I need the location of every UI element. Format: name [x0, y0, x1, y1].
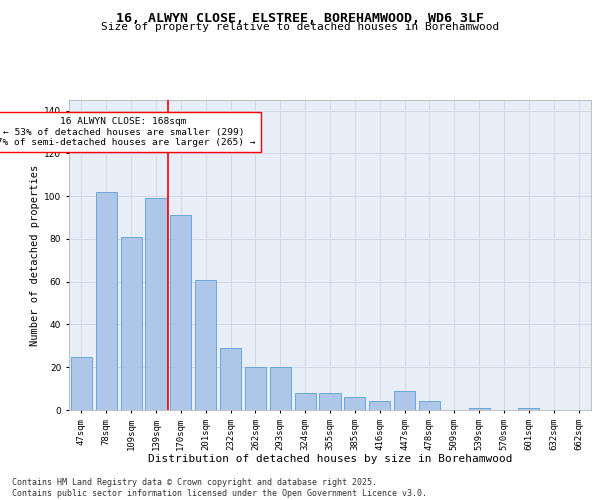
Bar [518, 408, 539, 410]
Bar [71, 356, 92, 410]
Text: Contains HM Land Registry data © Crown copyright and database right 2025.
Contai: Contains HM Land Registry data © Crown c… [12, 478, 427, 498]
Bar [469, 408, 490, 410]
Bar [394, 391, 415, 410]
Text: Size of property relative to detached houses in Borehamwood: Size of property relative to detached ho… [101, 22, 499, 32]
Text: 16 ALWYN CLOSE: 168sqm
← 53% of detached houses are smaller (299)
47% of semi-de: 16 ALWYN CLOSE: 168sqm ← 53% of detached… [0, 117, 256, 147]
Bar [245, 367, 266, 410]
Y-axis label: Number of detached properties: Number of detached properties [30, 164, 40, 346]
Bar [121, 237, 142, 410]
Bar [220, 348, 241, 410]
X-axis label: Distribution of detached houses by size in Borehamwood: Distribution of detached houses by size … [148, 454, 512, 464]
Bar [369, 402, 390, 410]
Text: 16, ALWYN CLOSE, ELSTREE, BOREHAMWOOD, WD6 3LF: 16, ALWYN CLOSE, ELSTREE, BOREHAMWOOD, W… [116, 12, 484, 26]
Bar [170, 216, 191, 410]
Bar [295, 393, 316, 410]
Bar [270, 367, 291, 410]
Bar [419, 402, 440, 410]
Bar [344, 397, 365, 410]
Bar [96, 192, 117, 410]
Bar [319, 393, 341, 410]
Bar [145, 198, 167, 410]
Bar [195, 280, 216, 410]
